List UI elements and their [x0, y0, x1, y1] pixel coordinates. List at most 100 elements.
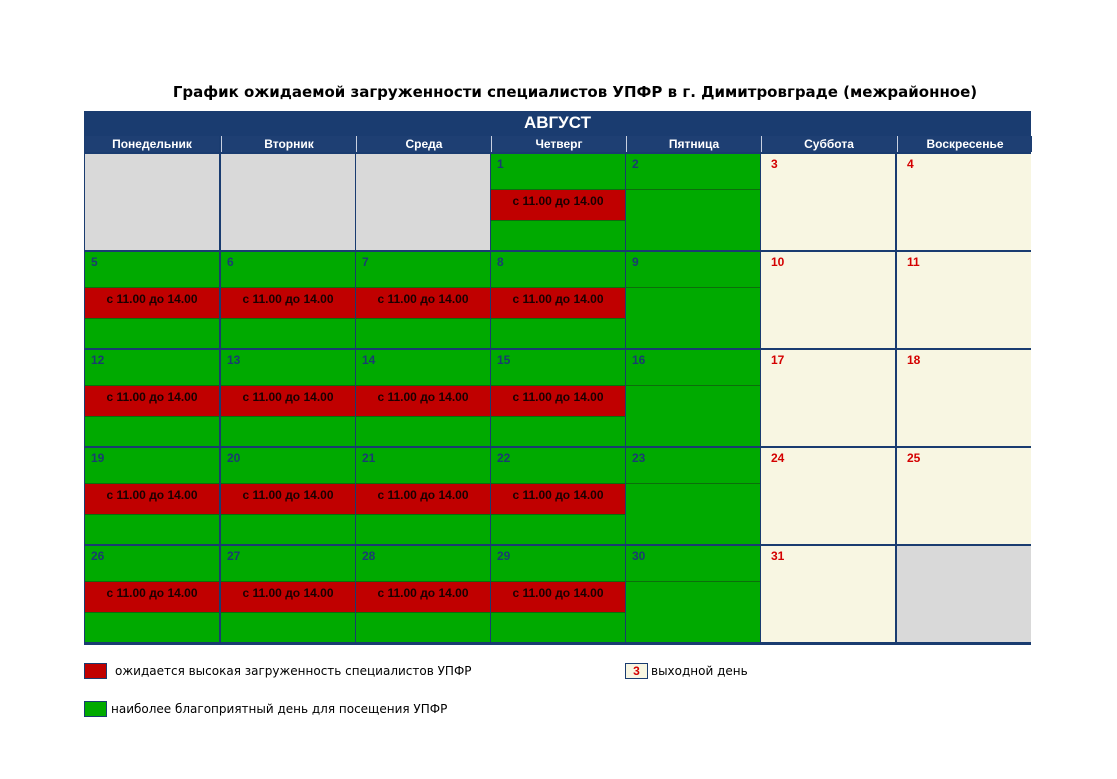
day-number: 3 [771, 157, 778, 171]
day-number: 22 [497, 451, 511, 465]
busy-hours-band: с 11.00 до 14.00 [356, 483, 490, 515]
busy-day-cell: 29 с 11.00 до 14.00 [491, 546, 625, 642]
day-band [626, 287, 760, 317]
weekday-header: Суббота [761, 136, 896, 152]
busy-day-cell: 15 с 11.00 до 14.00 [491, 350, 625, 446]
page-title: График ожидаемой загруженности специалис… [172, 83, 978, 101]
busy-hours-band: с 11.00 до 14.00 [221, 385, 355, 417]
busy-hours-band: с 11.00 до 14.00 [356, 287, 490, 319]
legend-busy-swatch [84, 663, 107, 679]
favorable-day-cell: 16 [626, 350, 760, 446]
weekday-header: Среда [356, 136, 491, 152]
cell-divider [626, 581, 760, 582]
day-number: 16 [632, 353, 646, 367]
busy-day-cell: 1 с 11.00 до 14.00 [491, 154, 625, 250]
day-number: 29 [497, 549, 511, 563]
weekday-header: Вторник [221, 136, 356, 152]
busy-hours-band: с 11.00 до 14.00 [356, 385, 490, 417]
busy-hours-band: с 11.00 до 14.00 [491, 385, 625, 417]
day-number: 23 [632, 451, 646, 465]
busy-hours-band: с 11.00 до 14.00 [221, 483, 355, 515]
weekday-header: Воскресенье [897, 136, 1032, 152]
busy-hours-band: с 11.00 до 14.00 [85, 581, 219, 613]
day-number: 30 [632, 549, 646, 563]
weekend-day-cell: 4 [897, 154, 1031, 250]
day-number: 15 [497, 353, 511, 367]
busy-day-cell: 6 с 11.00 до 14.00 [221, 252, 355, 348]
day-number: 11 [907, 255, 920, 269]
weekday-header: Понедельник [85, 136, 219, 152]
busy-day-cell: 19 с 11.00 до 14.00 [85, 448, 219, 544]
day-number: 14 [362, 353, 376, 367]
favorable-day-cell: 9 [626, 252, 760, 348]
legend-busy-label: ожидается высокая загруженность специали… [115, 664, 472, 678]
empty-day-cell [356, 154, 490, 250]
favorable-day-cell: 23 [626, 448, 760, 544]
favorable-day-cell: 2 [626, 154, 760, 250]
legend-favorable-label: наиболее благоприятный день для посещени… [111, 702, 448, 716]
day-number: 9 [632, 255, 639, 269]
weekend-day-cell: 17 [761, 350, 895, 446]
legend-favorable-swatch [84, 701, 107, 717]
day-number: 17 [771, 353, 785, 367]
busy-hours-band: с 11.00 до 14.00 [491, 483, 625, 515]
day-band [626, 189, 760, 219]
busy-day-cell: 20 с 11.00 до 14.00 [221, 448, 355, 544]
empty-day-cell [897, 546, 1031, 642]
cell-divider [626, 287, 760, 288]
busy-hours-band: с 11.00 до 14.00 [221, 287, 355, 319]
busy-day-cell: 14 с 11.00 до 14.00 [356, 350, 490, 446]
weekend-day-cell: 10 [761, 252, 895, 348]
weekend-day-cell: 31 [761, 546, 895, 642]
day-number: 6 [227, 255, 234, 269]
day-number: 19 [91, 451, 105, 465]
busy-hours-band: с 11.00 до 14.00 [221, 581, 355, 613]
empty-day-cell [85, 154, 219, 250]
empty-day-cell [221, 154, 355, 250]
busy-day-cell: 27 с 11.00 до 14.00 [221, 546, 355, 642]
cell-divider [626, 385, 760, 386]
month-title: АВГУСТ [523, 113, 591, 132]
cell-divider [626, 483, 760, 484]
day-number: 12 [91, 353, 105, 367]
cell-divider [626, 189, 760, 190]
busy-day-cell: 26 с 11.00 до 14.00 [85, 546, 219, 642]
busy-day-cell: 21 с 11.00 до 14.00 [356, 448, 490, 544]
busy-day-cell: 13 с 11.00 до 14.00 [221, 350, 355, 446]
weekend-day-cell: 25 [897, 448, 1031, 544]
day-band [626, 483, 760, 513]
busy-hours-band: с 11.00 до 14.00 [491, 189, 625, 221]
busy-hours-band: с 11.00 до 14.00 [491, 581, 625, 613]
day-number: 25 [907, 451, 921, 465]
day-number: 20 [227, 451, 241, 465]
favorable-day-cell: 30 [626, 546, 760, 642]
day-number: 26 [91, 549, 105, 563]
busy-day-cell: 8 с 11.00 до 14.00 [491, 252, 625, 348]
day-number: 27 [227, 549, 241, 563]
day-band [626, 581, 760, 611]
busy-hours-band: с 11.00 до 14.00 [356, 581, 490, 613]
day-number: 13 [227, 353, 241, 367]
weekend-day-cell: 24 [761, 448, 895, 544]
day-number: 7 [362, 255, 369, 269]
day-number: 18 [907, 353, 921, 367]
busy-hours-band: с 11.00 до 14.00 [85, 385, 219, 417]
day-number: 4 [907, 157, 914, 171]
busy-day-cell: 28 с 11.00 до 14.00 [356, 546, 490, 642]
busy-day-cell: 22 с 11.00 до 14.00 [491, 448, 625, 544]
day-band [626, 385, 760, 415]
busy-day-cell: 7 с 11.00 до 14.00 [356, 252, 490, 348]
day-number: 1 [497, 157, 504, 171]
weekday-header: Четверг [491, 136, 626, 152]
weekday-header: Пятница [626, 136, 761, 152]
busy-day-cell: 5 с 11.00 до 14.00 [85, 252, 219, 348]
day-number: 28 [362, 549, 376, 563]
calendar: АВГУСТ Понедельник Вторник Среда Четверг Пят… [84, 111, 1032, 645]
weekend-day-cell: 11 [897, 252, 1031, 348]
day-number: 31 [771, 549, 785, 563]
day-number: 2 [632, 157, 639, 171]
day-number: 8 [497, 255, 504, 269]
day-number: 5 [91, 255, 98, 269]
day-number: 24 [771, 451, 785, 465]
busy-hours-band: с 11.00 до 14.00 [491, 287, 625, 319]
